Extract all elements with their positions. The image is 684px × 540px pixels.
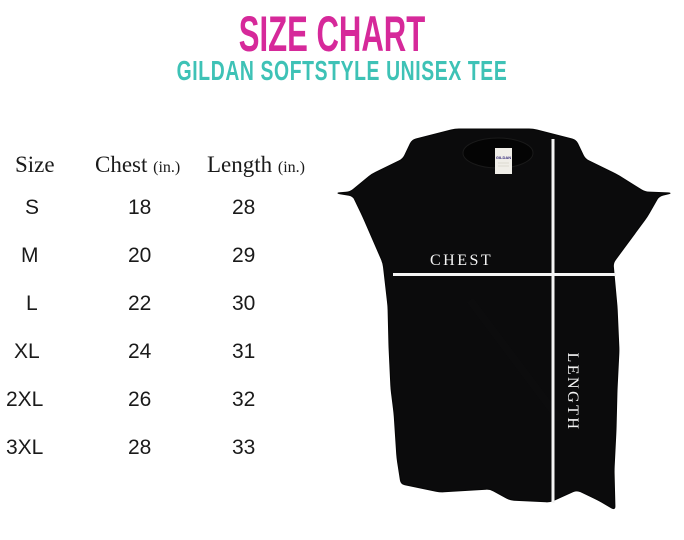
svg-text:LENGTH: LENGTH — [564, 353, 581, 432]
svg-text:GILDAN: GILDAN — [496, 155, 511, 160]
svg-text:CHEST: CHEST — [430, 252, 493, 269]
